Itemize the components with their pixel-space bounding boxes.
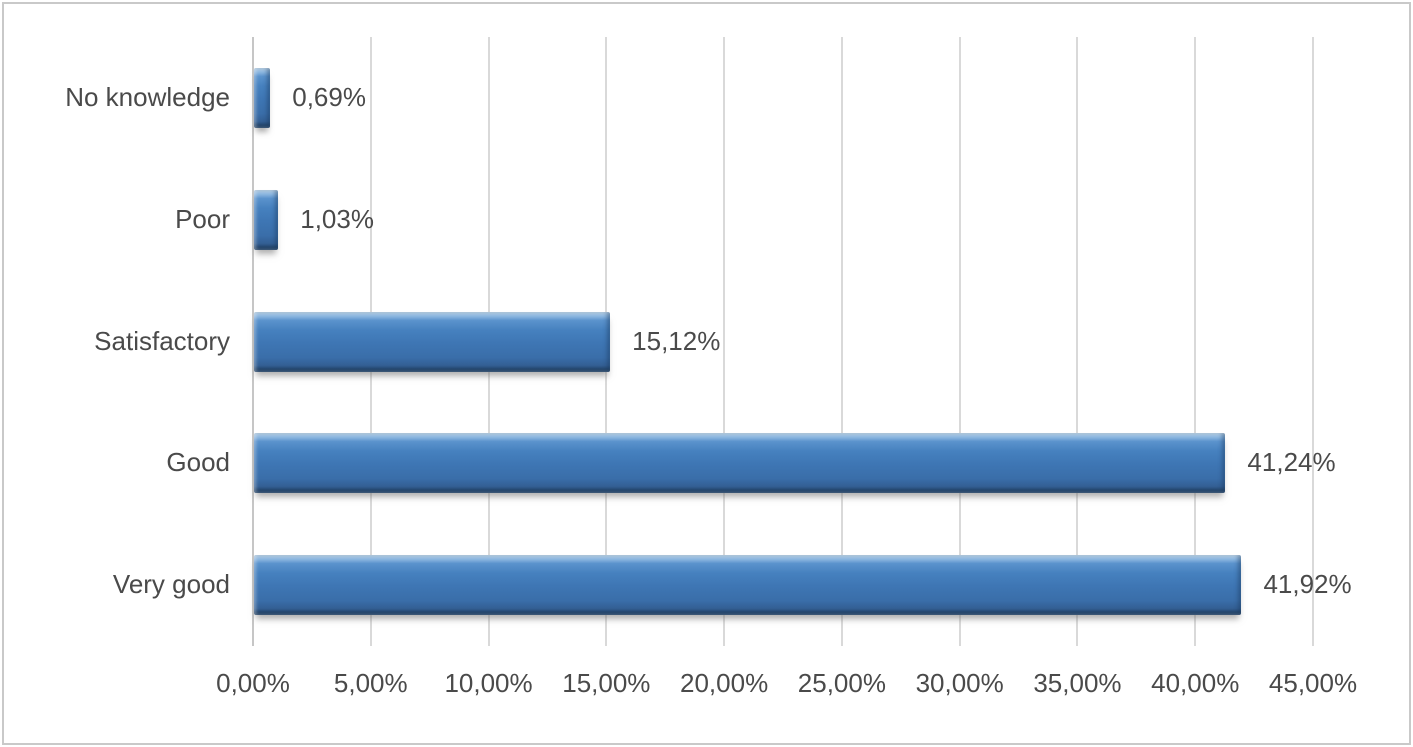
bar-very-good <box>254 555 1242 616</box>
category-label: Satisfactory <box>94 325 230 356</box>
x-tick-label: 10,00% <box>444 668 533 698</box>
category-label: No knowledge <box>65 81 230 112</box>
data-label: 15,12% <box>632 325 721 356</box>
gridline <box>1076 37 1079 646</box>
bar-poor <box>254 189 279 250</box>
x-tick-label: 30,00% <box>915 668 1004 698</box>
x-tick-label: 45,00% <box>1268 668 1358 698</box>
category-label: Poor <box>175 203 230 234</box>
gridline <box>1194 37 1197 646</box>
data-label: 1,03% <box>300 203 374 234</box>
x-tick-label: 25,00% <box>797 668 886 698</box>
x-tick-label: 15,00% <box>562 668 651 698</box>
x-tick-label: 40,00% <box>1151 668 1240 698</box>
data-label: 41,92% <box>1263 569 1352 600</box>
gridline <box>723 37 726 646</box>
category-label: Good <box>166 447 230 478</box>
data-label: 0,69% <box>292 81 366 112</box>
bar-no-knowledge <box>254 67 271 128</box>
x-tick-label: 20,00% <box>680 668 769 698</box>
bar-satisfactory <box>254 311 611 372</box>
gridline <box>958 37 961 646</box>
category-axis-line <box>252 37 254 646</box>
data-label: 41,24% <box>1247 447 1336 478</box>
gridline <box>840 37 843 646</box>
category-label: Very good <box>112 569 230 600</box>
gridline <box>1312 37 1314 646</box>
x-tick-label: 5,00% <box>333 668 408 698</box>
x-tick-label: 35,00% <box>1033 668 1122 698</box>
x-tick-label: 0,00% <box>216 668 290 698</box>
bar-good <box>254 433 1226 494</box>
